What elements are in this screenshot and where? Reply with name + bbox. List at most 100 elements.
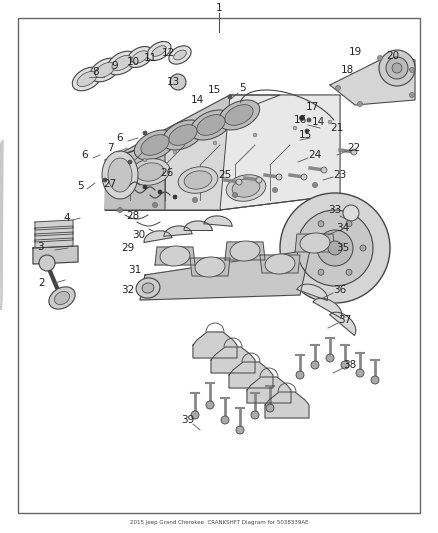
Ellipse shape xyxy=(132,51,148,63)
Polygon shape xyxy=(35,220,73,230)
Polygon shape xyxy=(144,231,172,243)
Ellipse shape xyxy=(169,125,197,146)
Ellipse shape xyxy=(90,58,120,82)
Ellipse shape xyxy=(160,246,190,266)
Ellipse shape xyxy=(206,401,214,409)
Circle shape xyxy=(128,160,132,164)
Ellipse shape xyxy=(169,46,191,64)
Text: 37: 37 xyxy=(339,315,352,325)
Circle shape xyxy=(300,116,304,120)
Polygon shape xyxy=(297,284,328,301)
Ellipse shape xyxy=(130,159,170,185)
Ellipse shape xyxy=(225,104,253,125)
Polygon shape xyxy=(105,95,340,210)
Text: 27: 27 xyxy=(103,179,117,189)
Ellipse shape xyxy=(152,46,166,56)
Text: 28: 28 xyxy=(127,211,140,221)
Text: 3: 3 xyxy=(37,242,43,252)
Text: 29: 29 xyxy=(121,243,134,253)
Text: 35: 35 xyxy=(336,243,350,253)
Ellipse shape xyxy=(142,283,154,293)
Ellipse shape xyxy=(191,110,232,140)
Ellipse shape xyxy=(136,278,160,298)
Text: 22: 22 xyxy=(347,143,360,153)
Circle shape xyxy=(293,126,297,130)
Ellipse shape xyxy=(371,376,379,384)
Circle shape xyxy=(233,192,237,198)
Ellipse shape xyxy=(39,255,55,271)
Circle shape xyxy=(143,158,147,162)
Polygon shape xyxy=(164,226,192,236)
Circle shape xyxy=(152,203,158,207)
Polygon shape xyxy=(247,377,291,403)
Circle shape xyxy=(173,195,177,199)
Ellipse shape xyxy=(266,404,274,412)
Circle shape xyxy=(117,207,123,213)
Text: 6: 6 xyxy=(117,133,124,143)
Ellipse shape xyxy=(112,55,132,70)
Text: 19: 19 xyxy=(348,47,362,57)
Polygon shape xyxy=(229,362,273,388)
Ellipse shape xyxy=(296,371,304,379)
Text: 33: 33 xyxy=(328,205,342,215)
Text: 4: 4 xyxy=(64,213,71,223)
Ellipse shape xyxy=(221,416,229,424)
Ellipse shape xyxy=(54,292,70,304)
Text: 20: 20 xyxy=(386,51,399,61)
Circle shape xyxy=(317,230,353,266)
Circle shape xyxy=(276,174,282,180)
Polygon shape xyxy=(265,392,309,418)
Circle shape xyxy=(301,174,307,180)
Ellipse shape xyxy=(236,426,244,434)
Ellipse shape xyxy=(218,100,260,130)
Polygon shape xyxy=(211,347,255,373)
Text: 2015 Jeep Grand Cherokee  CRANKSHFT Diagram for 5038339AE: 2015 Jeep Grand Cherokee CRANKSHFT Diagr… xyxy=(130,520,308,525)
Circle shape xyxy=(360,245,366,251)
Text: 16: 16 xyxy=(293,115,307,125)
Circle shape xyxy=(158,190,162,194)
Text: 8: 8 xyxy=(93,67,99,77)
Text: 39: 39 xyxy=(181,415,194,425)
Ellipse shape xyxy=(127,46,153,68)
Polygon shape xyxy=(193,332,237,358)
Text: 11: 11 xyxy=(143,53,157,63)
Text: 5: 5 xyxy=(239,83,245,93)
Polygon shape xyxy=(190,258,230,276)
Circle shape xyxy=(321,167,327,173)
Text: 2: 2 xyxy=(39,278,45,288)
Circle shape xyxy=(173,150,177,154)
Circle shape xyxy=(318,269,324,275)
Ellipse shape xyxy=(102,151,138,199)
Text: 13: 13 xyxy=(166,77,180,87)
Circle shape xyxy=(213,141,217,145)
Ellipse shape xyxy=(265,254,295,274)
Circle shape xyxy=(253,133,257,137)
Text: 38: 38 xyxy=(343,360,357,370)
Ellipse shape xyxy=(251,411,259,419)
Circle shape xyxy=(236,179,242,185)
Text: 14: 14 xyxy=(191,95,204,105)
Polygon shape xyxy=(204,216,232,226)
Polygon shape xyxy=(35,238,73,248)
Circle shape xyxy=(410,68,414,72)
Circle shape xyxy=(318,221,324,227)
Ellipse shape xyxy=(226,175,266,201)
Circle shape xyxy=(357,101,363,107)
Polygon shape xyxy=(33,246,78,264)
Text: 7: 7 xyxy=(107,143,113,153)
Circle shape xyxy=(304,245,310,251)
Ellipse shape xyxy=(311,361,319,369)
Polygon shape xyxy=(35,226,73,236)
Circle shape xyxy=(297,210,373,286)
Ellipse shape xyxy=(72,67,102,91)
Polygon shape xyxy=(35,232,73,242)
Ellipse shape xyxy=(379,50,415,86)
Circle shape xyxy=(328,241,342,255)
Polygon shape xyxy=(260,255,300,273)
Polygon shape xyxy=(140,250,310,300)
Circle shape xyxy=(103,178,107,182)
Polygon shape xyxy=(330,312,356,335)
Ellipse shape xyxy=(300,233,330,253)
Ellipse shape xyxy=(173,50,187,60)
Ellipse shape xyxy=(134,130,176,160)
